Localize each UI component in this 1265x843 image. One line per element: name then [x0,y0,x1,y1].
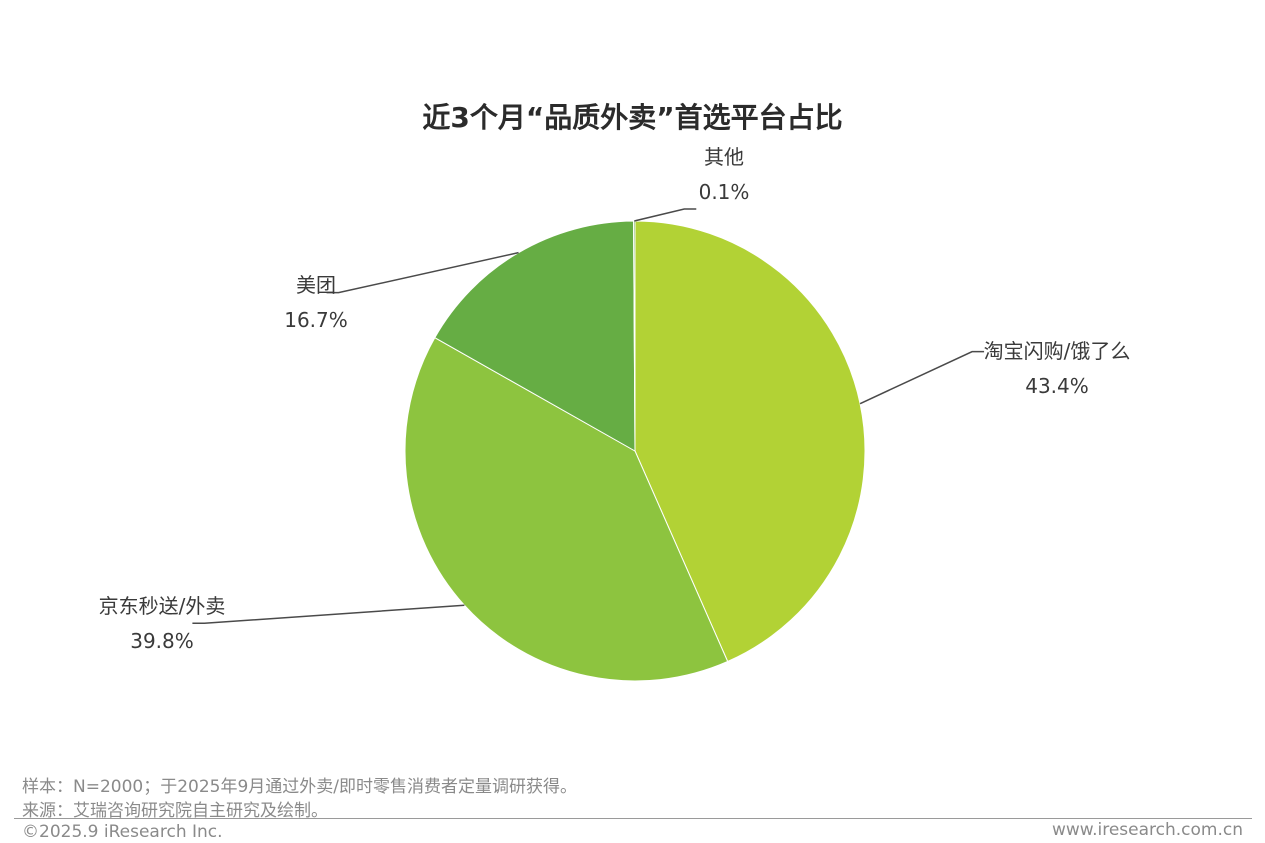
source-note: 来源：艾瑞咨询研究院自主研究及绘制。 [22,801,328,821]
pie-slice-1 [404,336,729,682]
slice-value-label-3: 0.1% [699,180,750,204]
copyright: ©2025.9 iResearch Inc. [22,822,223,842]
pie-slices [404,220,866,682]
leader-line-2 [326,251,519,294]
slice-value-label-1: 39.8% [130,629,194,653]
slice-value-label-2: 16.7% [284,308,348,332]
slice-label-2: 美团 [296,273,336,297]
chart-title: 近3个月“品质外卖”首选平台占比 [422,101,843,134]
leader-line-1 [192,604,465,625]
website-link[interactable]: www.iresearch.com.cn [1051,820,1243,840]
slice-label-0: 淘宝闪购/饿了么 [984,339,1131,363]
slice-label-1: 京东秒送/外卖 [99,594,226,618]
sample-note: 样本：N=2000；于2025年9月通过外卖/即时零售消费者定量调研获得。 [22,777,578,797]
leader-line-3 [634,208,697,222]
pie-slice-0 [634,220,866,663]
pie-labels: 淘宝闪购/饿了么 43.4% 京东秒送/外卖 39.8% 美团 16.7% 其他 0.1% [99,145,1131,653]
footer-divider [14,818,1252,819]
leader-line-0 [859,350,985,405]
pie-slice-2 [434,220,636,452]
slice-value-label-0: 43.4% [1025,374,1089,398]
slice-label-3: 其他 [704,145,744,169]
